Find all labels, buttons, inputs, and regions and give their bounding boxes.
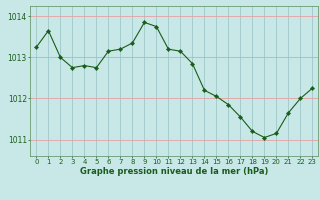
- X-axis label: Graphe pression niveau de la mer (hPa): Graphe pression niveau de la mer (hPa): [80, 167, 268, 176]
